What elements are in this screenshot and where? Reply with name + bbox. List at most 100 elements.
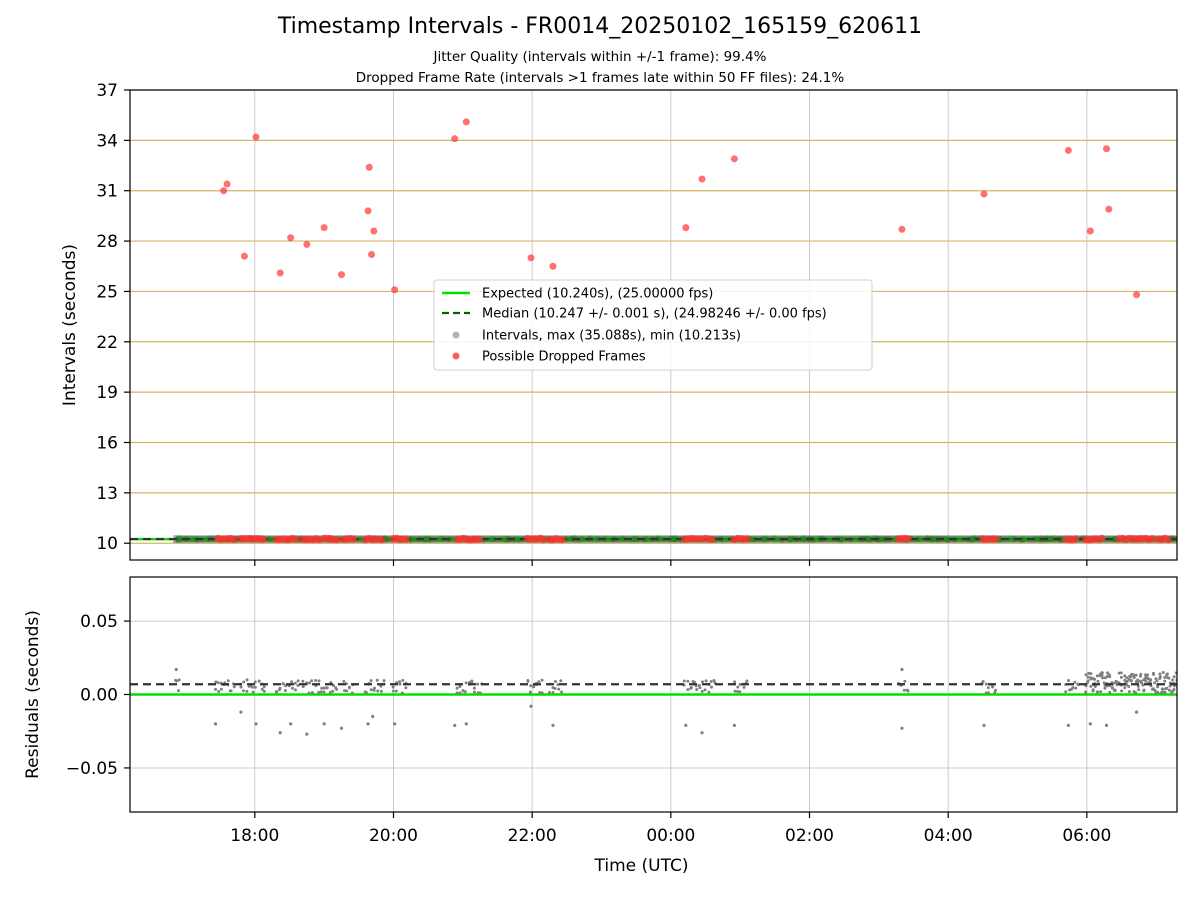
residual-point <box>686 679 690 683</box>
residual-outlier-point <box>305 732 309 736</box>
residual-point <box>301 685 305 689</box>
residual-point <box>745 679 749 683</box>
residual-outlier-point <box>322 722 326 726</box>
dropped-frame-baseline-point <box>349 535 357 543</box>
dropped-frame-point <box>1064 146 1072 154</box>
residual-point <box>712 678 716 682</box>
dropped-frame-baseline-point <box>1072 535 1080 543</box>
residual-point <box>174 678 178 682</box>
residual-point <box>1089 672 1093 676</box>
residual-point <box>296 684 300 688</box>
chart-subtitle-dropped: Dropped Frame Rate (intervals >1 frames … <box>355 70 845 86</box>
residual-point <box>738 690 742 694</box>
residual-point <box>251 685 255 689</box>
residual-outlier-point <box>366 722 370 726</box>
residual-point <box>347 686 351 690</box>
dropped-frame-point <box>451 135 459 143</box>
residual-point <box>461 689 465 693</box>
y-tick-label-top: 16 <box>96 434 118 454</box>
residual-point <box>1102 681 1106 685</box>
residual-point <box>177 678 181 682</box>
residual-point <box>695 687 699 691</box>
residual-point <box>314 678 318 682</box>
residual-point <box>1108 690 1112 694</box>
residual-point <box>322 690 326 694</box>
dropped-frame-baseline-point <box>378 536 386 544</box>
residual-point <box>1129 675 1133 679</box>
residual-outlier-point <box>551 723 555 727</box>
x-tick-label: 00:00 <box>646 826 695 846</box>
residual-point <box>253 685 257 689</box>
residual-point <box>902 688 906 692</box>
legend-dropped-swatch <box>452 352 460 360</box>
residual-point <box>369 679 373 683</box>
residual-point <box>245 689 249 693</box>
residual-point <box>689 686 693 690</box>
residual-outlier-point <box>339 726 344 730</box>
residual-point <box>1158 675 1162 679</box>
residual-point <box>293 681 297 685</box>
residual-point <box>1171 678 1175 682</box>
residual-point <box>697 683 701 687</box>
residual-point <box>1089 684 1093 688</box>
residual-point <box>1165 686 1169 690</box>
residual-point <box>735 690 739 694</box>
residual-point <box>736 685 740 689</box>
residual-point <box>1123 674 1127 678</box>
residual-point <box>325 686 329 690</box>
y-tick-label-top: 19 <box>96 383 118 403</box>
residual-point <box>686 688 690 692</box>
residual-point <box>556 683 560 687</box>
residual-point <box>319 690 323 694</box>
residual-point <box>537 680 541 684</box>
residual-point <box>700 680 704 684</box>
residual-point <box>557 687 561 691</box>
residual-point <box>464 681 468 685</box>
residual-point <box>1123 686 1127 690</box>
residual-point <box>551 691 555 695</box>
residual-point <box>262 685 266 689</box>
residual-outlier-point <box>278 731 282 735</box>
residual-point <box>277 688 281 692</box>
residual-point <box>1150 687 1154 691</box>
residual-point <box>903 679 907 683</box>
residual-point <box>1148 679 1152 683</box>
residual-outlier-point <box>732 723 736 727</box>
residual-point <box>239 685 243 689</box>
residual-point <box>331 689 335 693</box>
residual-point <box>1137 688 1141 692</box>
residual-point <box>1156 685 1160 689</box>
residual-point <box>733 689 737 693</box>
residual-point <box>698 686 702 690</box>
residual-outlier-point <box>174 667 178 672</box>
residual-point <box>1125 676 1129 680</box>
residual-point <box>1084 673 1088 677</box>
residual-point <box>553 680 557 684</box>
dropped-frame-baseline-point <box>539 536 548 544</box>
residual-point <box>301 679 305 683</box>
residual-point <box>379 689 383 693</box>
residual-point <box>1153 681 1157 685</box>
residual-outlier-point <box>239 710 243 714</box>
dropped-frame-point <box>1086 227 1094 235</box>
residual-point <box>296 679 300 683</box>
residual-outlier-point <box>1088 722 1092 726</box>
chart-subtitle-jitter: Jitter Quality (intervals within +/-1 fr… <box>433 49 767 65</box>
residual-point <box>905 688 909 692</box>
residual-point <box>1096 690 1100 694</box>
legend-intervals-swatch <box>452 331 460 339</box>
residual-point <box>216 681 220 685</box>
residual-outlier-point <box>684 723 688 727</box>
residual-point <box>1099 690 1103 694</box>
residual-outlier-point <box>529 704 533 708</box>
residual-point <box>691 679 695 683</box>
residual-point <box>1136 684 1140 688</box>
residual-outlier-point <box>982 723 986 727</box>
residual-point <box>310 679 314 683</box>
residual-point <box>476 682 480 686</box>
dropped-frame-point <box>364 207 372 215</box>
legend-intervals-label: Intervals, max (35.088s), min (10.213s) <box>482 329 741 344</box>
residual-point <box>1160 687 1164 691</box>
residual-point <box>1127 684 1131 688</box>
residual-point <box>470 679 474 683</box>
